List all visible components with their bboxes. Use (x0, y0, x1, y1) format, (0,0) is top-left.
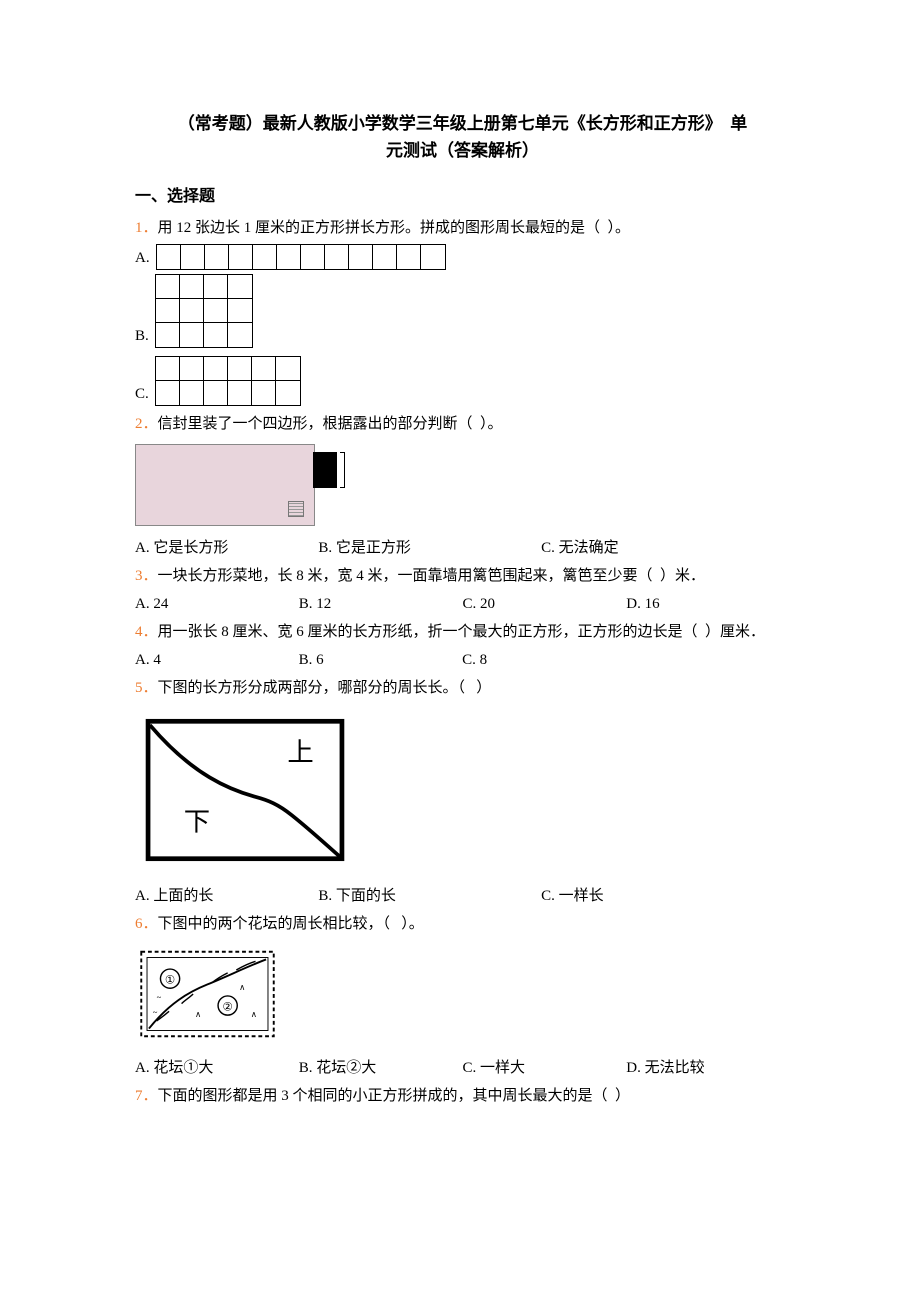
question-7: 7．下面的图形都是用 3 个相同的小正方形拼成的，其中周长最大的是（ ） (135, 1084, 790, 1108)
question-1: 1．用 12 张边长 1 厘米的正方形拼长方形。拼成的图形周长最短的是（ ）。 (135, 216, 790, 240)
svg-text:①: ① (165, 974, 175, 986)
q5-options: A. 上面的长 B. 下面的长 C. 一样长 (135, 884, 790, 908)
q3-optC: C. 20 (463, 592, 627, 616)
q3-optB: B. 12 (299, 592, 463, 616)
q7-number: 7． (135, 1088, 158, 1104)
q3-text: 一块长方形菜地，长 8 米，宽 4 米，一面靠墙用篱笆围起来，篱笆至少要（ ）米… (158, 568, 706, 584)
q5-label-down: 下 (184, 807, 210, 836)
q2-optA: A. 它是长方形 (135, 536, 318, 560)
svg-text:~: ~ (153, 1007, 158, 1017)
q6-text: 下图中的两个花坛的周长相比较，（ ）。 (158, 916, 424, 932)
q7-text: 下面的图形都是用 3 个相同的小正方形拼成的，其中周长最大的是（ ） (158, 1088, 631, 1104)
envelope-figure (135, 444, 337, 526)
q5-optA: A. 上面的长 (135, 884, 318, 908)
q5-optC: C. 一样长 (541, 884, 790, 908)
q4-number: 4． (135, 624, 158, 640)
question-3: 3．一块长方形菜地，长 8 米，宽 4 米，一面靠墙用篱笆围起来，篱笆至少要（ … (135, 564, 790, 588)
q2-number: 2． (135, 416, 158, 432)
grid-3x4-figure (155, 274, 253, 348)
q4-options: A. 4 B. 6 C. 8 (135, 648, 626, 672)
q1-option-a-row: A. (135, 244, 790, 270)
section-header: 一、选择题 (135, 184, 790, 210)
q4-optB: B. 6 (299, 648, 463, 672)
q1-option-c-row: C. (135, 356, 790, 406)
svg-text:~: ~ (157, 992, 162, 1002)
q2-optB: B. 它是正方形 (318, 536, 541, 560)
q6-number: 6． (135, 916, 158, 932)
grid-2x6-figure (155, 356, 301, 406)
q2-text: 信封里装了一个四边形，根据露出的部分判断（ ）。 (158, 416, 503, 432)
question-6: 6．下图中的两个花坛的周长相比较，（ ）。 (135, 912, 790, 936)
flowerbed-figure: ① ② ~ ~ ∧ ∧ ∧ (135, 946, 280, 1042)
question-5: 5．下图的长方形分成两部分，哪部分的周长长。（ ） (135, 676, 790, 700)
q3-optA: A. 24 (135, 592, 299, 616)
q1-optA-label: A. (135, 246, 150, 270)
q1-optB-label: B. (135, 324, 149, 348)
q2-options: A. 它是长方形 B. 它是正方形 C. 无法确定 (135, 536, 790, 560)
svg-text:∧: ∧ (251, 1009, 257, 1019)
q6-optB: B. 花坛②大 (299, 1056, 463, 1080)
envelope-shape (313, 452, 337, 488)
q6-optA: A. 花坛①大 (135, 1056, 299, 1080)
document-title: （常考题）最新人教版小学数学三年级上册第七单元《长方形和正方形》 单 元测试（答… (135, 110, 790, 164)
q3-optD: D. 16 (626, 592, 790, 616)
svg-text:②: ② (222, 1001, 232, 1013)
envelope-body (135, 444, 315, 526)
q5-number: 5． (135, 680, 158, 696)
q4-optC: C. 8 (462, 648, 626, 672)
svg-text:∧: ∧ (239, 982, 245, 992)
title-line-1: （常考题）最新人教版小学数学三年级上册第七单元《长方形和正方形》 单 (178, 114, 748, 133)
q6-options: A. 花坛①大 B. 花坛②大 C. 一样大 D. 无法比较 (135, 1056, 790, 1080)
q1-number: 1． (135, 220, 158, 236)
question-2: 2．信封里装了一个四边形，根据露出的部分判断（ ）。 (135, 412, 790, 436)
q1-option-b-row: B. (135, 274, 790, 348)
rectangle-split-figure: 上 下 (135, 710, 355, 870)
q4-text: 用一张长 8 厘米、宽 6 厘米的长方形纸，折一个最大的正方形，正方形的边长是（… (158, 624, 766, 640)
q5-text: 下图的长方形分成两部分，哪部分的周长长。（ ） (158, 680, 492, 696)
q3-options: A. 24 B. 12 C. 20 D. 16 (135, 592, 790, 616)
q3-number: 3． (135, 568, 158, 584)
title-line-2: 元测试（答案解析） (386, 141, 539, 160)
grid-1x12-figure (156, 244, 446, 270)
q4-optA: A. 4 (135, 648, 299, 672)
q6-optC: C. 一样大 (463, 1056, 627, 1080)
svg-text:∧: ∧ (195, 1009, 201, 1019)
q1-text: 用 12 张边长 1 厘米的正方形拼长方形。拼成的图形周长最短的是（ ）。 (158, 220, 631, 236)
q5-label-up: 上 (287, 738, 313, 767)
q1-optC-label: C. (135, 382, 149, 406)
q5-optB: B. 下面的长 (318, 884, 541, 908)
question-4: 4．用一张长 8 厘米、宽 6 厘米的长方形纸，折一个最大的正方形，正方形的边长… (135, 620, 790, 644)
q2-optC: C. 无法确定 (541, 536, 790, 560)
envelope-bracket (340, 452, 345, 488)
q6-optD: D. 无法比较 (626, 1056, 790, 1080)
